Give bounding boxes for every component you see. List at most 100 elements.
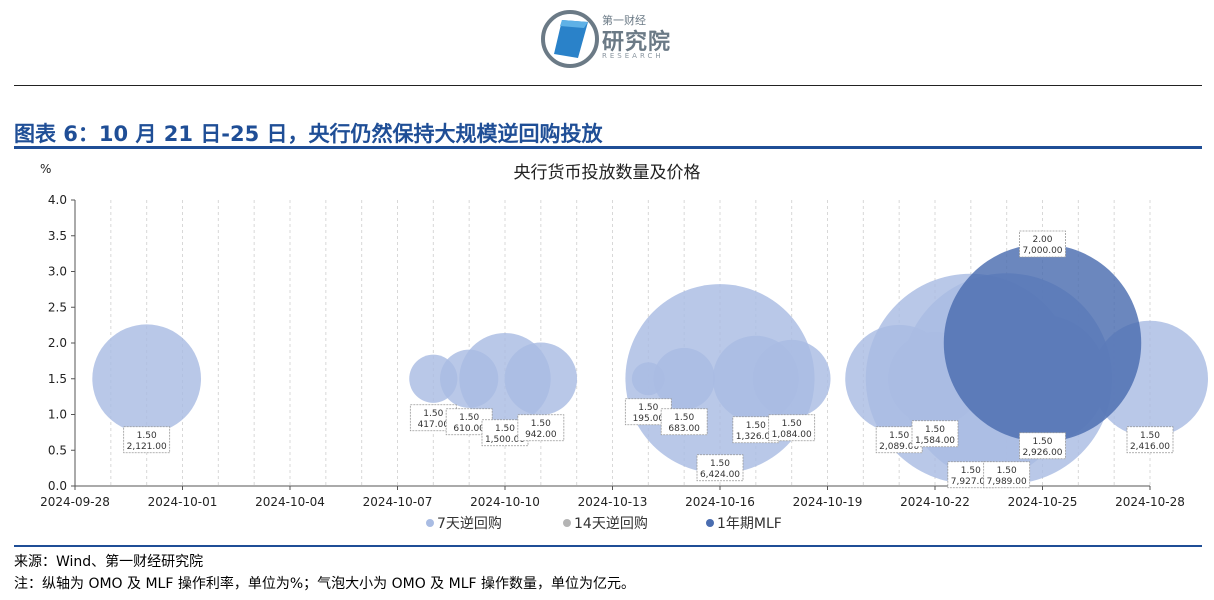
- bubble-point: [943, 244, 1142, 442]
- data-label-rate: 1.50: [1032, 437, 1052, 447]
- data-label-amount: 7,989.00: [987, 477, 1027, 487]
- x-tick-label: 2024-10-04: [255, 495, 325, 509]
- y-tick-label: 3.0: [48, 265, 67, 279]
- x-tick-label: 2024-10-19: [793, 495, 863, 509]
- y-tick-label: 0.0: [48, 479, 67, 493]
- bubble-point: [92, 324, 202, 434]
- data-label-rate: 1.50: [459, 413, 479, 423]
- data-label: 1.501,584.00: [911, 420, 959, 448]
- data-label: 1.501,084.00: [768, 414, 816, 442]
- logo-en-text: RESEARCH: [602, 52, 664, 60]
- data-label: 1.502,926.00: [1019, 432, 1066, 460]
- data-label-amount: 2,089.00: [879, 442, 919, 452]
- data-label-box: [1126, 426, 1174, 454]
- data-label-rate: 2.00: [1032, 235, 1052, 245]
- data-label-box: [696, 454, 744, 482]
- x-tick-label: 2024-10-16: [685, 495, 755, 509]
- x-tick-label: 2024-10-25: [1008, 495, 1078, 509]
- y-tick-label: 2.5: [48, 300, 67, 314]
- legend: 7天逆回购 14天逆回购 1年期MLF: [426, 516, 782, 532]
- data-label-rate: 1.50: [638, 403, 658, 413]
- x-tick-label: 2024-10-22: [900, 495, 970, 509]
- data-label-amount: 610.00: [453, 424, 485, 434]
- x-tick-label: 2024-10-10: [470, 495, 540, 509]
- x-tick-label: 2024-10-13: [578, 495, 648, 509]
- data-label-rate: 1.50: [423, 409, 443, 419]
- data-label-amount: 7,000.00: [1022, 246, 1062, 256]
- data-label-box: [768, 414, 816, 442]
- logo-top-text: 第一财经: [602, 14, 646, 27]
- data-label-rate: 1.50: [137, 431, 157, 441]
- y-tick-label: 4.0: [48, 193, 67, 207]
- legend-marker: [706, 519, 714, 527]
- y-axis-unit: %: [40, 162, 51, 176]
- data-label-rate: 1.50: [710, 459, 730, 469]
- data-label-box: [983, 461, 1031, 489]
- data-label-amount: 2,926.00: [1022, 448, 1062, 458]
- data-label: 1.507,989.00: [983, 461, 1031, 489]
- data-label-amount: 942.00: [525, 430, 557, 440]
- y-tick-label: 1.5: [48, 372, 67, 386]
- data-label: 1.506,424.00: [696, 454, 744, 482]
- header-divider: [14, 85, 1202, 86]
- data-label-box: [517, 414, 565, 442]
- title-underline: [14, 146, 1202, 149]
- x-tick-label: 2024-10-28: [1115, 495, 1185, 509]
- data-label-amount: 417.00: [418, 420, 450, 430]
- x-tick-label: 2024-10-07: [363, 495, 433, 509]
- legend-item: 7天逆回购: [426, 516, 502, 532]
- data-label-amount: 683.00: [668, 424, 700, 434]
- data-label-rate: 1.50: [746, 421, 766, 431]
- data-label-amount: 2,121.00: [127, 442, 167, 452]
- data-label-box: [123, 426, 171, 454]
- data-label-amount: 2,416.00: [1130, 442, 1170, 452]
- legend-label: 14天逆回购: [574, 516, 648, 532]
- data-label-amount: 6,424.00: [700, 470, 740, 480]
- data-label-amount: 1,326.00: [736, 432, 776, 442]
- data-label-rate: 1.50: [1140, 431, 1160, 441]
- y-tick-label: 2.0: [48, 336, 67, 350]
- footnote: 注：纵轴为 OMO 及 MLF 操作利率，单位为%；气泡大小为 OMO 及 ML…: [14, 576, 636, 592]
- data-label-amount: 1,500.00: [485, 435, 525, 445]
- data-label-box: [1019, 230, 1066, 258]
- data-label: 1.502,121.00: [123, 426, 171, 454]
- bubble-point: [752, 339, 831, 418]
- data-label-rate: 1.50: [674, 413, 694, 423]
- data-label-rate: 1.50: [782, 419, 802, 429]
- legend-marker: [563, 519, 571, 527]
- x-tick-label: 2024-10-01: [148, 495, 218, 509]
- legend-item: 1年期MLF: [706, 516, 782, 532]
- data-label-rate: 1.50: [531, 419, 551, 429]
- y-tick-label: 3.5: [48, 229, 67, 243]
- data-label-box: [1019, 432, 1066, 460]
- data-label-amount: 195.00: [633, 414, 665, 424]
- data-label-rate: 1.50: [961, 466, 981, 476]
- data-label-rate: 1.50: [889, 431, 909, 441]
- data-label-amount: 7,927.00: [951, 477, 991, 487]
- bubble-chart: 央行货币投放数量及价格 % 0.0 0.5 1.0 1.5 2.0 2.5 3.0 3.5 4.…: [40, 162, 1209, 532]
- legend-label: 7天逆回购: [437, 516, 502, 532]
- legend-marker: [426, 519, 434, 527]
- legend-item: 14天逆回购: [563, 516, 648, 532]
- data-label-rate: 1.50: [997, 466, 1017, 476]
- bubble-point: [504, 342, 578, 415]
- data-label-box: [660, 408, 708, 436]
- figure-title: 图表 6：10 月 21 日-25 日，央行仍然保持大规模逆回购投放: [14, 122, 603, 146]
- data-label-amount: 1,584.00: [915, 436, 955, 446]
- data-label: 1.502,416.00: [1126, 426, 1174, 454]
- source-note: 来源：Wind、第一财经研究院: [14, 554, 204, 570]
- y-tick-label: 1.0: [48, 408, 67, 422]
- logo-mark-icon: [541, 10, 599, 68]
- data-label-box: [911, 420, 959, 448]
- data-label-amount: 1,084.00: [772, 430, 812, 440]
- data-label-rate: 1.50: [495, 424, 515, 434]
- y-tick-label: 0.5: [48, 443, 67, 457]
- chart-title: 央行货币投放数量及价格: [514, 163, 701, 183]
- legend-label: 1年期MLF: [717, 516, 782, 532]
- footer-divider: [14, 545, 1202, 547]
- data-label-rate: 1.50: [925, 425, 945, 435]
